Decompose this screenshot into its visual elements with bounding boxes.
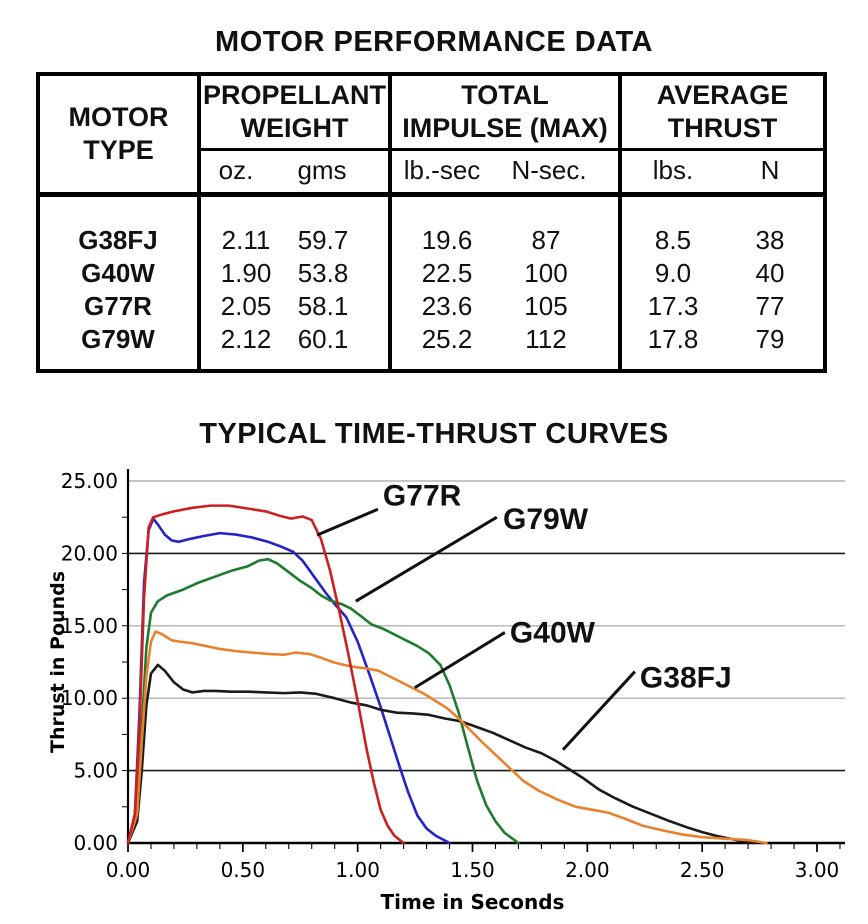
column-header-average-thrust: AVERAGE THRUST (656, 80, 789, 143)
leader-line-G40W (414, 631, 506, 689)
leader-line-G79W (355, 515, 498, 603)
cell-value: 100 (524, 258, 568, 288)
column-header-propellant-weight: PROPELLANT WEIGHT (202, 80, 386, 143)
cell-value: 9.0 (654, 258, 692, 288)
x-axis-title: Time in Seconds (381, 890, 565, 914)
cell-value: 8.5 (654, 225, 692, 255)
unit-lbs: lbs. (652, 155, 694, 185)
table-divider-vertical (618, 76, 622, 369)
unit-nsec: N-sec. (511, 155, 587, 185)
y-tick-label: 5.00 (73, 759, 118, 783)
leader-line-G38FJ (561, 670, 636, 751)
cell-value: 25.2 (421, 324, 473, 354)
cell-value: 2.05 (220, 291, 272, 321)
x-tick-label: 2.00 (565, 858, 610, 882)
y-axis-title: Thrust in Pounds (47, 571, 69, 753)
table-subheader-divider (197, 148, 823, 151)
curve-label-G79W: G79W (503, 503, 589, 536)
table-row: G40W 1.90 53.8 22.5 100 9.0 40 (40, 257, 823, 290)
curve-G38FJ (126, 663, 754, 845)
motor-name: G79W (81, 324, 155, 354)
cell-value: 105 (524, 291, 568, 321)
cell-value: 87 (531, 225, 561, 255)
leader-line-G77R (316, 507, 379, 537)
cell-value: 38 (755, 225, 785, 255)
x-tick-label: 2.50 (680, 858, 725, 882)
y-tick-label: 25.00 (61, 469, 118, 493)
x-tick-label: 1.50 (450, 858, 495, 882)
table-units-row: oz. gms lb.-sec N-sec. lbs. N (40, 154, 823, 187)
curve-unlabeled (126, 517, 451, 845)
cell-value: 17.8 (647, 324, 699, 354)
cell-value: 112 (525, 324, 567, 354)
cell-value: 77 (755, 291, 785, 321)
curve-label-G40W: G40W (510, 616, 596, 649)
y-tick-label: 15.00 (61, 614, 118, 638)
x-tick-label: 0.00 (106, 858, 151, 882)
motor-performance-table: MOTOR TYPE PROPELLANT WEIGHT TOTAL IMPUL… (36, 72, 827, 373)
y-tick-label: 20.00 (61, 541, 118, 565)
table-title: MOTOR PERFORMANCE DATA (215, 26, 653, 58)
y-tick-label: 0.00 (73, 831, 118, 855)
y-tick-label: 10.00 (61, 686, 118, 710)
curve-label-G38FJ: G38FJ (640, 662, 732, 695)
cell-value: 22.5 (421, 258, 473, 288)
unit-lbsec: lb.-sec (403, 155, 481, 185)
curve-G40W (126, 630, 768, 845)
cell-value: 59.7 (297, 225, 349, 255)
cell-value: 60.1 (297, 324, 349, 354)
cell-value: 19.6 (421, 225, 473, 255)
time-thrust-chart: 5.00 10.00 15.00 20.00 25.00 0.00 0.00 0.50 1.00… (47, 469, 845, 914)
curve-G77R (126, 504, 405, 845)
cell-value: 17.3 (647, 291, 699, 321)
column-header-motor-type: MOTOR TYPE (68, 102, 169, 165)
unit-gms: gms (297, 155, 347, 185)
x-tick-label: 3.00 (795, 858, 840, 882)
cell-value: 58.1 (297, 291, 349, 321)
motor-name: G38FJ (78, 225, 158, 255)
table-header-body-divider (40, 192, 823, 197)
table-divider-vertical (388, 76, 392, 369)
table-row: G77R 2.05 58.1 23.6 105 17.3 77 (40, 290, 823, 323)
cell-value: 2.12 (220, 324, 272, 354)
motor-name: G40W (81, 258, 155, 288)
cell-value: 40 (755, 258, 785, 288)
table-row: G38FJ 2.11 59.7 19.6 87 8.5 38 (40, 224, 823, 257)
unit-n: N (760, 155, 780, 185)
cell-value: 2.11 (221, 225, 271, 255)
motor-name: G77R (84, 291, 152, 321)
curve-G79W (126, 557, 520, 845)
table-row: G79W 2.12 60.1 25.2 112 17.8 79 (40, 323, 823, 356)
curve-label-G77R: G77R (383, 480, 462, 513)
cell-value: 1.90 (220, 258, 272, 288)
cell-value: 53.8 (297, 258, 349, 288)
chart-title: TYPICAL TIME-THRUST CURVES (199, 418, 669, 450)
x-tick-label: 0.50 (221, 858, 266, 882)
cell-value: 79 (755, 324, 785, 354)
table-divider-vertical (197, 76, 201, 369)
unit-oz: oz. (218, 155, 254, 185)
column-header-total-impulse: TOTAL IMPULSE (MAX) (402, 80, 608, 143)
cell-value: 23.6 (421, 291, 473, 321)
x-tick-label: 1.00 (335, 858, 380, 882)
